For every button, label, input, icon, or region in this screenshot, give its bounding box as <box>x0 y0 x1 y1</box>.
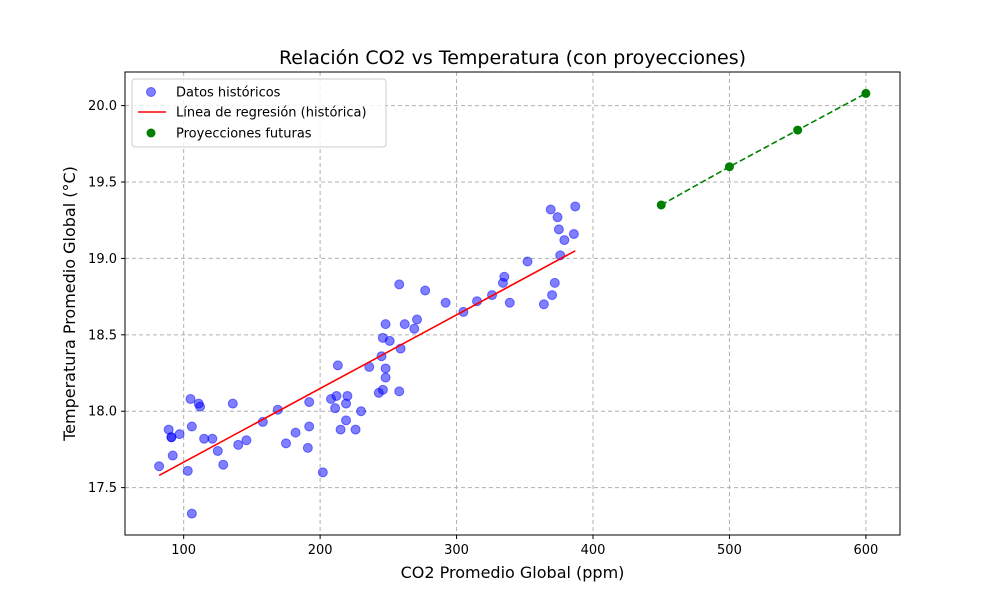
historical-point <box>195 401 206 412</box>
historical-point <box>304 397 315 408</box>
legend-marker-projections <box>146 128 156 138</box>
historical-point <box>182 465 193 476</box>
projection-point <box>793 125 803 135</box>
x-tick-label: 200 <box>308 543 333 558</box>
x-tick-label: 100 <box>171 543 196 558</box>
y-tick-label: 19.0 <box>88 252 117 267</box>
historical-point <box>570 201 581 212</box>
historical-point <box>384 335 395 346</box>
historical-point <box>547 290 558 301</box>
chart-title: Relación CO2 vs Temperatura (con proyecc… <box>279 47 746 69</box>
historical-point <box>538 299 549 310</box>
legend-box <box>131 78 387 148</box>
historical-point <box>380 319 391 330</box>
y-tick-label: 18.5 <box>88 328 117 343</box>
historical-point <box>218 459 229 470</box>
historical-point <box>552 212 563 223</box>
historical-point <box>356 406 367 417</box>
legend-label-historical: Datos históricos <box>176 86 281 101</box>
historical-point <box>330 403 341 414</box>
historical-point <box>380 363 391 374</box>
historical-point <box>166 432 177 443</box>
historical-point <box>212 445 223 456</box>
legend-label-projections: Proyecciones futuras <box>176 127 312 142</box>
projection-point <box>656 200 666 210</box>
plot-data <box>154 88 871 519</box>
historical-point <box>186 508 197 519</box>
x-tick-label: 300 <box>444 543 469 558</box>
historical-point <box>227 398 238 409</box>
historical-point <box>568 228 579 239</box>
y-axis-label: Temperatura Promedio Global (°C) <box>60 166 79 442</box>
historical-point <box>281 438 292 449</box>
historical-point <box>331 390 342 401</box>
y-tick-label: 18.0 <box>88 405 117 420</box>
historical-point <box>394 386 405 397</box>
historical-point <box>409 323 420 334</box>
x-axis-label: CO2 Promedio Global (ppm) <box>401 563 625 582</box>
historical-point <box>199 433 210 444</box>
historical-point <box>342 390 353 401</box>
plot-frame <box>124 71 901 536</box>
projection-connector-line <box>660 92 867 206</box>
historical-point <box>185 394 196 405</box>
regression-line <box>158 250 576 477</box>
historical-point <box>290 427 301 438</box>
historical-point <box>549 277 560 288</box>
historical-point <box>504 297 515 308</box>
y-tick-label: 17.5 <box>88 481 117 496</box>
legend: Datos históricos Línea de regresión (his… <box>131 78 387 148</box>
grid <box>125 72 900 535</box>
historical-point <box>399 319 410 330</box>
historical-point <box>332 360 343 371</box>
historical-point <box>207 433 218 444</box>
historical-point <box>380 372 391 383</box>
legend-marker-historical <box>146 87 156 97</box>
historical-point <box>350 424 361 435</box>
legend-label-regression: Línea de regresión (histórica) <box>176 106 367 121</box>
historical-point <box>154 461 165 472</box>
axis-ticks: 100 200 300 400 500 600 17.5 18.0 18.5 19.0 19.5 20… <box>88 99 878 558</box>
x-tick-label: 500 <box>717 543 742 558</box>
historical-point <box>317 467 328 478</box>
y-tick-label: 20.0 <box>88 99 117 114</box>
historical-point <box>377 384 388 395</box>
historical-point <box>499 271 510 282</box>
historical-point <box>341 415 352 426</box>
historical-point <box>167 450 178 461</box>
historical-point <box>304 421 315 432</box>
historical-point <box>394 279 405 290</box>
historical-point <box>522 256 533 267</box>
projection-point <box>724 162 734 172</box>
historical-point <box>241 435 252 446</box>
historical-point <box>559 235 570 246</box>
historical-point <box>302 442 313 453</box>
y-tick-label: 19.5 <box>88 176 117 191</box>
historical-point <box>440 297 451 308</box>
historical-point <box>335 424 346 435</box>
historical-point <box>174 429 185 440</box>
historical-point <box>420 285 431 296</box>
historical-point <box>186 421 197 432</box>
x-tick-label: 600 <box>853 543 878 558</box>
projection-point <box>861 88 871 98</box>
x-tick-label: 400 <box>581 543 606 558</box>
historical-point <box>545 204 556 215</box>
historical-point <box>411 314 422 325</box>
historical-point <box>233 439 244 450</box>
historical-point <box>553 224 564 235</box>
